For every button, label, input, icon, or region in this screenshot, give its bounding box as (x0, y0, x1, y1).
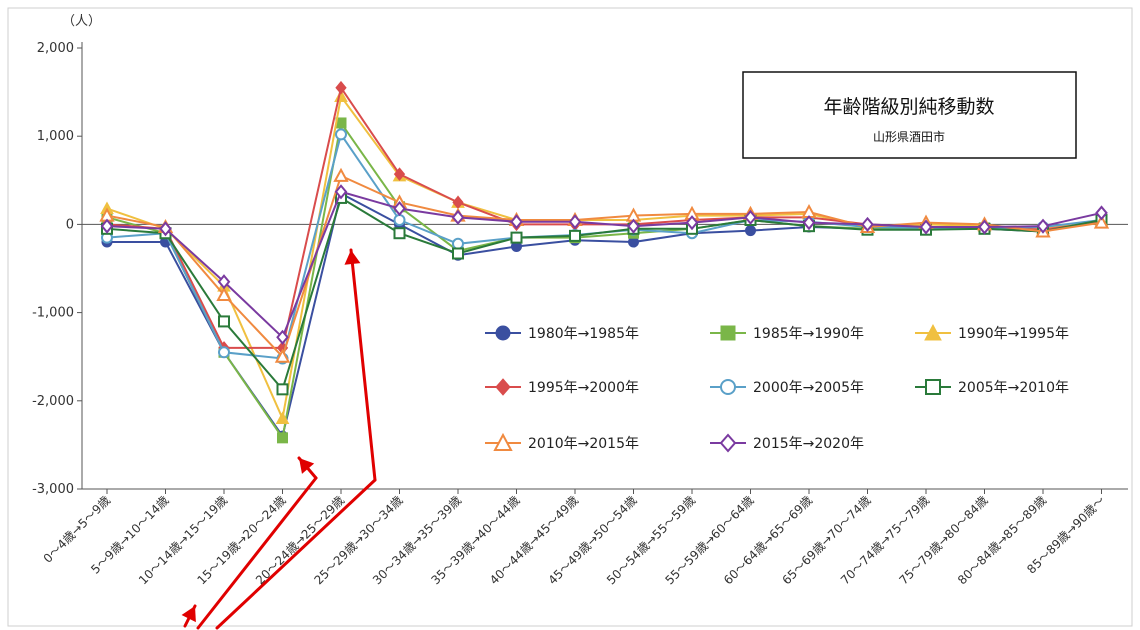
legend-label: 2010年→2015年 (528, 436, 639, 452)
annotation-connector-1 (196, 476, 318, 630)
data-point (218, 346, 230, 359)
legend-marker (495, 378, 511, 396)
annotation-arrows (181, 248, 377, 630)
legend-marker (719, 433, 737, 453)
legend-item: 1995年→2000年 (485, 378, 639, 396)
legend-item: 1990年→1995年 (915, 323, 1069, 342)
data-point (568, 214, 582, 230)
data-point (745, 225, 756, 237)
legend-item: 2010年→2015年 (485, 432, 639, 452)
legend-marker (924, 323, 942, 341)
data-point (334, 184, 348, 200)
legend-label: 1980年→1985年 (528, 326, 639, 342)
data-point (393, 167, 406, 181)
data-point (100, 218, 114, 234)
y-tick-label: 2,000 (37, 41, 74, 56)
data-point (510, 214, 523, 230)
y-axis-unit: （人） (62, 14, 101, 29)
arrow-head (299, 458, 315, 474)
legend-label: 1985年→1990年 (753, 326, 864, 342)
data-point (277, 432, 288, 444)
title-box-border (742, 71, 1077, 159)
data-point (1095, 205, 1108, 221)
series-line (106, 94, 1102, 422)
data-point (685, 215, 699, 231)
data-point (451, 209, 465, 225)
data-point (216, 286, 232, 301)
data-point (333, 167, 349, 182)
data-point (861, 216, 874, 232)
chart-subtitle: 山形県酒田市 (873, 129, 945, 144)
data-point (393, 213, 406, 226)
data-point (274, 348, 291, 363)
arrow-head (344, 250, 361, 265)
y-axis: （人） 2,000 1,000 0 -1,000 -2,000 -3,000 (32, 14, 101, 497)
arrow-shaft (349, 248, 377, 482)
series-line (106, 196, 1102, 392)
data-point (1036, 218, 1050, 234)
legend-label: 1990年→1995年 (958, 326, 1069, 342)
data-point (393, 227, 406, 240)
data-point (218, 315, 230, 328)
annotation-connector-2 (215, 478, 377, 630)
data-point (335, 80, 347, 95)
y-tick-label: -1,000 (32, 306, 74, 321)
legend-label: 2000年→2005年 (753, 380, 864, 396)
data-point (569, 229, 581, 242)
legend-marker (495, 325, 511, 341)
legend-item: 1985年→1990年 (710, 325, 864, 342)
y-tick-label: -2,000 (32, 394, 74, 409)
legend: 1980年→1985年 1985年→1990年 1990年→1995年 1995年→2… (485, 323, 1069, 453)
series-8 (100, 184, 1108, 345)
series-line (106, 190, 1102, 340)
y-tick-label: -3,000 (32, 482, 74, 497)
legend-item: 2000年→2005年 (710, 379, 864, 396)
legend-marker (720, 379, 736, 395)
legend-label: 1995年→2000年 (528, 380, 639, 396)
legend-item: 2015年→2020年 (710, 433, 864, 453)
data-point (802, 215, 816, 231)
data-point (510, 231, 523, 244)
annotation-arrow-3 (344, 248, 377, 482)
data-point (1093, 214, 1110, 229)
y-tick-label: 1,000 (37, 129, 74, 144)
series-layer (99, 80, 1110, 444)
y-tick-label: 0 (66, 217, 74, 232)
data-point (276, 383, 289, 396)
series-line (106, 174, 1102, 359)
legend-label: 2005年→2010年 (958, 380, 1069, 396)
data-point (627, 218, 640, 234)
data-point (744, 209, 757, 225)
data-point (452, 247, 464, 260)
annotation-arrow-1 (181, 604, 197, 628)
legend-marker (720, 325, 736, 341)
legend-label: 2015年→2020年 (753, 436, 864, 452)
data-point (452, 237, 464, 250)
data-point (393, 200, 406, 217)
chart-title: 年齢階級別純移動数 (823, 96, 994, 118)
data-point (276, 329, 289, 345)
legend-item: 2005年→2010年 (915, 379, 1069, 396)
data-point (335, 128, 347, 141)
arrow-head (181, 606, 196, 623)
data-point (978, 219, 991, 235)
data-point (159, 221, 172, 237)
legend-marker (493, 432, 513, 451)
legend-item: 1980年→1985年 (485, 325, 639, 342)
data-point (217, 274, 231, 290)
legend-marker (925, 379, 941, 395)
data-point (919, 219, 933, 235)
annotation-arrow-2 (297, 456, 318, 480)
data-point (275, 411, 290, 424)
